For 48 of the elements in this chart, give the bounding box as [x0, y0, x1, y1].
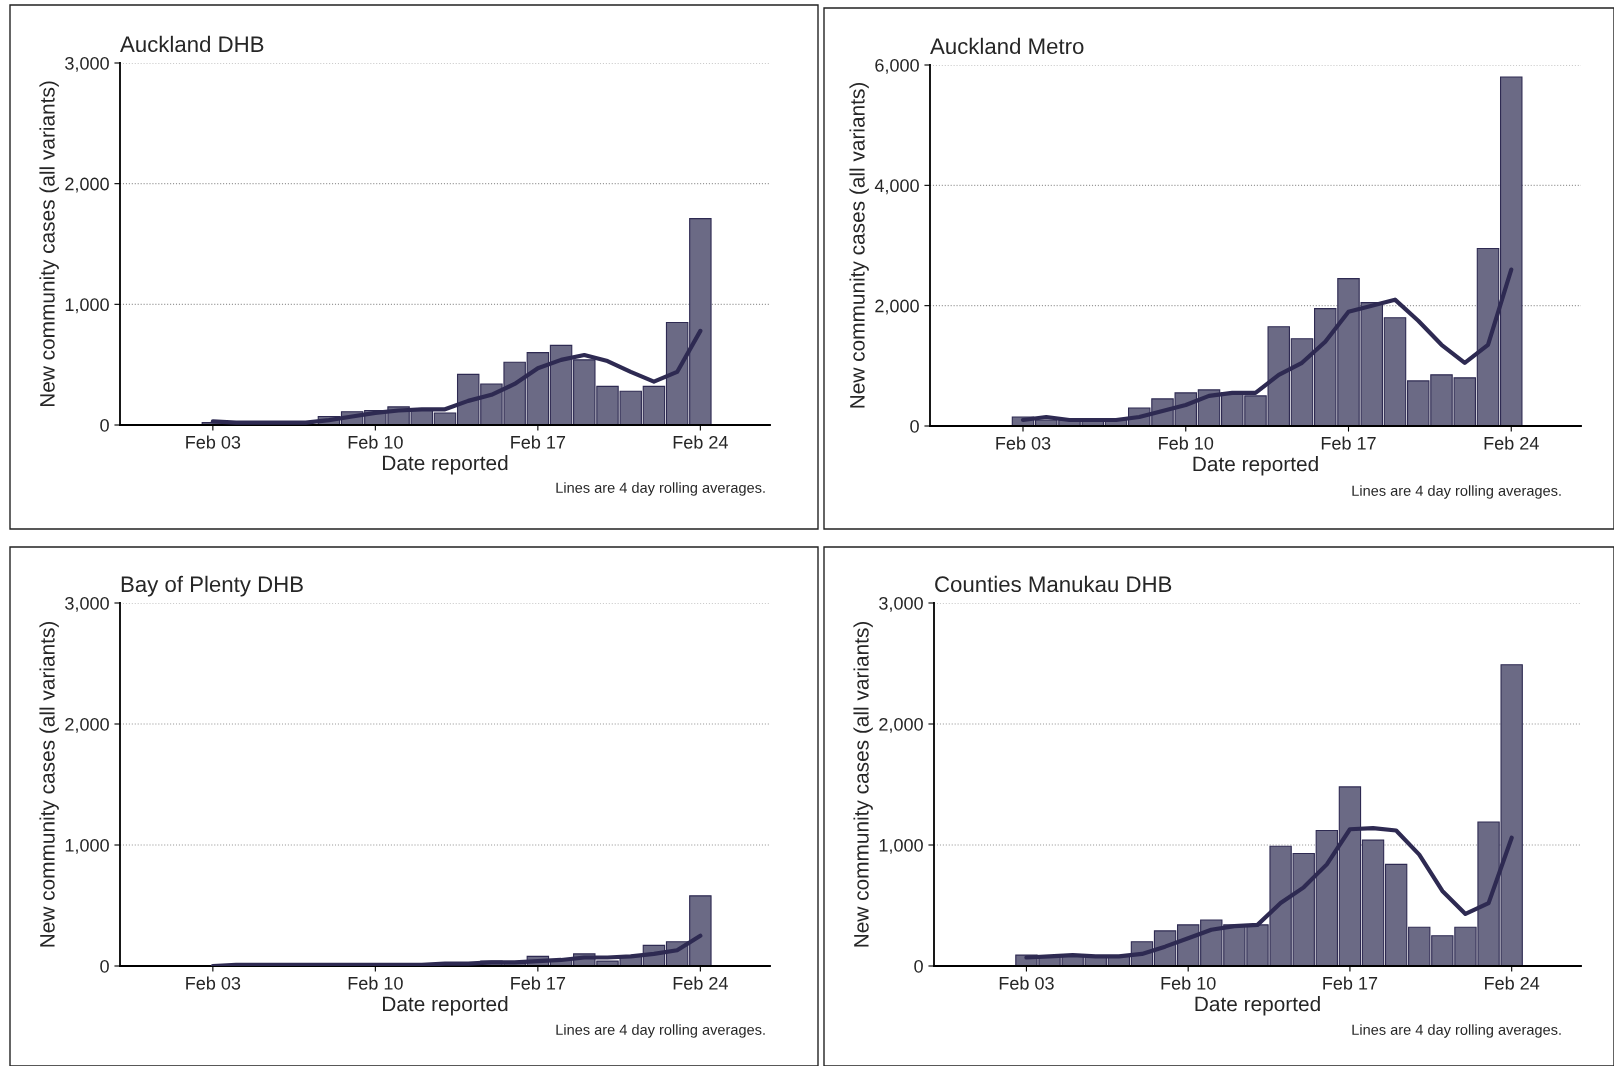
y-tick-label: 1,000 — [65, 298, 109, 314]
text: Lines are 4 day rolling averages. — [556, 482, 765, 496]
x-tick-label: Feb 24 — [1484, 436, 1539, 450]
x-tick-label: Feb 24 — [673, 976, 728, 990]
x-tick-label: Feb 24 — [673, 435, 728, 449]
x-tick-label: Feb 17 — [511, 435, 566, 449]
y-axis-title: New community cases (all variants) — [39, 621, 59, 947]
x-tick-label: Feb 10 — [1161, 976, 1216, 990]
y-tick-label: 1,000 — [65, 838, 109, 854]
y-tick-label: 4,000 — [874, 179, 919, 195]
x-tick-label: Feb 03 — [186, 435, 241, 449]
x-axis-title: Date reported — [1193, 456, 1318, 476]
x-axis-title: Date reported — [1195, 996, 1320, 1016]
chart-title: Auckland DHB — [120, 35, 264, 53]
chart-title: Counties Manukau DHB — [935, 575, 1172, 593]
y-tick-label: 0 — [100, 959, 109, 973]
y-tick-label: 3,000 — [65, 56, 109, 72]
text: Lines are 4 day rolling averages. — [556, 1024, 765, 1038]
x-tick-label: Feb 17 — [511, 976, 566, 990]
y-axis-title: New community cases (all variants) — [849, 82, 869, 408]
y-tick-label: 2,000 — [879, 717, 923, 733]
y-axis-title: New community cases (all variants) — [853, 621, 873, 947]
x-tick-label: Feb 10 — [348, 976, 403, 990]
x-tick-label: Feb 17 — [1321, 436, 1376, 450]
x-tick-label: Feb 17 — [1323, 976, 1378, 990]
y-tick-label: 1,000 — [879, 838, 923, 854]
x-tick-label: Feb 03 — [999, 976, 1054, 990]
x-tick-label: Feb 24 — [1485, 976, 1540, 990]
x-axis-title: Date reported — [383, 996, 508, 1016]
y-tick-label: 2,000 — [65, 717, 109, 733]
y-tick-label: 6,000 — [875, 58, 919, 74]
x-axis-title: Date reported — [383, 455, 508, 475]
x-tick-label: Feb 10 — [1159, 436, 1214, 450]
x-tick-label: Feb 10 — [348, 435, 403, 449]
text: Lines are 4 day rolling averages. — [1352, 485, 1561, 499]
text: Lines are 4 day rolling averages. — [1352, 1024, 1561, 1038]
y-tick-label: 0 — [100, 418, 109, 432]
y-tick-label: 3,000 — [65, 596, 109, 612]
chart-title: Auckland Metro — [930, 37, 1084, 55]
x-tick-label: Feb 03 — [186, 976, 241, 990]
y-tick-label: 2,000 — [875, 299, 919, 315]
y-tick-label: 0 — [914, 959, 923, 973]
x-tick-label: Feb 03 — [996, 436, 1051, 450]
y-axis-title: New community cases (all variants) — [39, 81, 59, 407]
chart-title: Bay of Plenty DHB — [121, 575, 303, 597]
y-tick-label: 3,000 — [879, 596, 923, 612]
y-tick-label: 2,000 — [65, 177, 109, 193]
y-tick-label: 0 — [910, 419, 919, 433]
